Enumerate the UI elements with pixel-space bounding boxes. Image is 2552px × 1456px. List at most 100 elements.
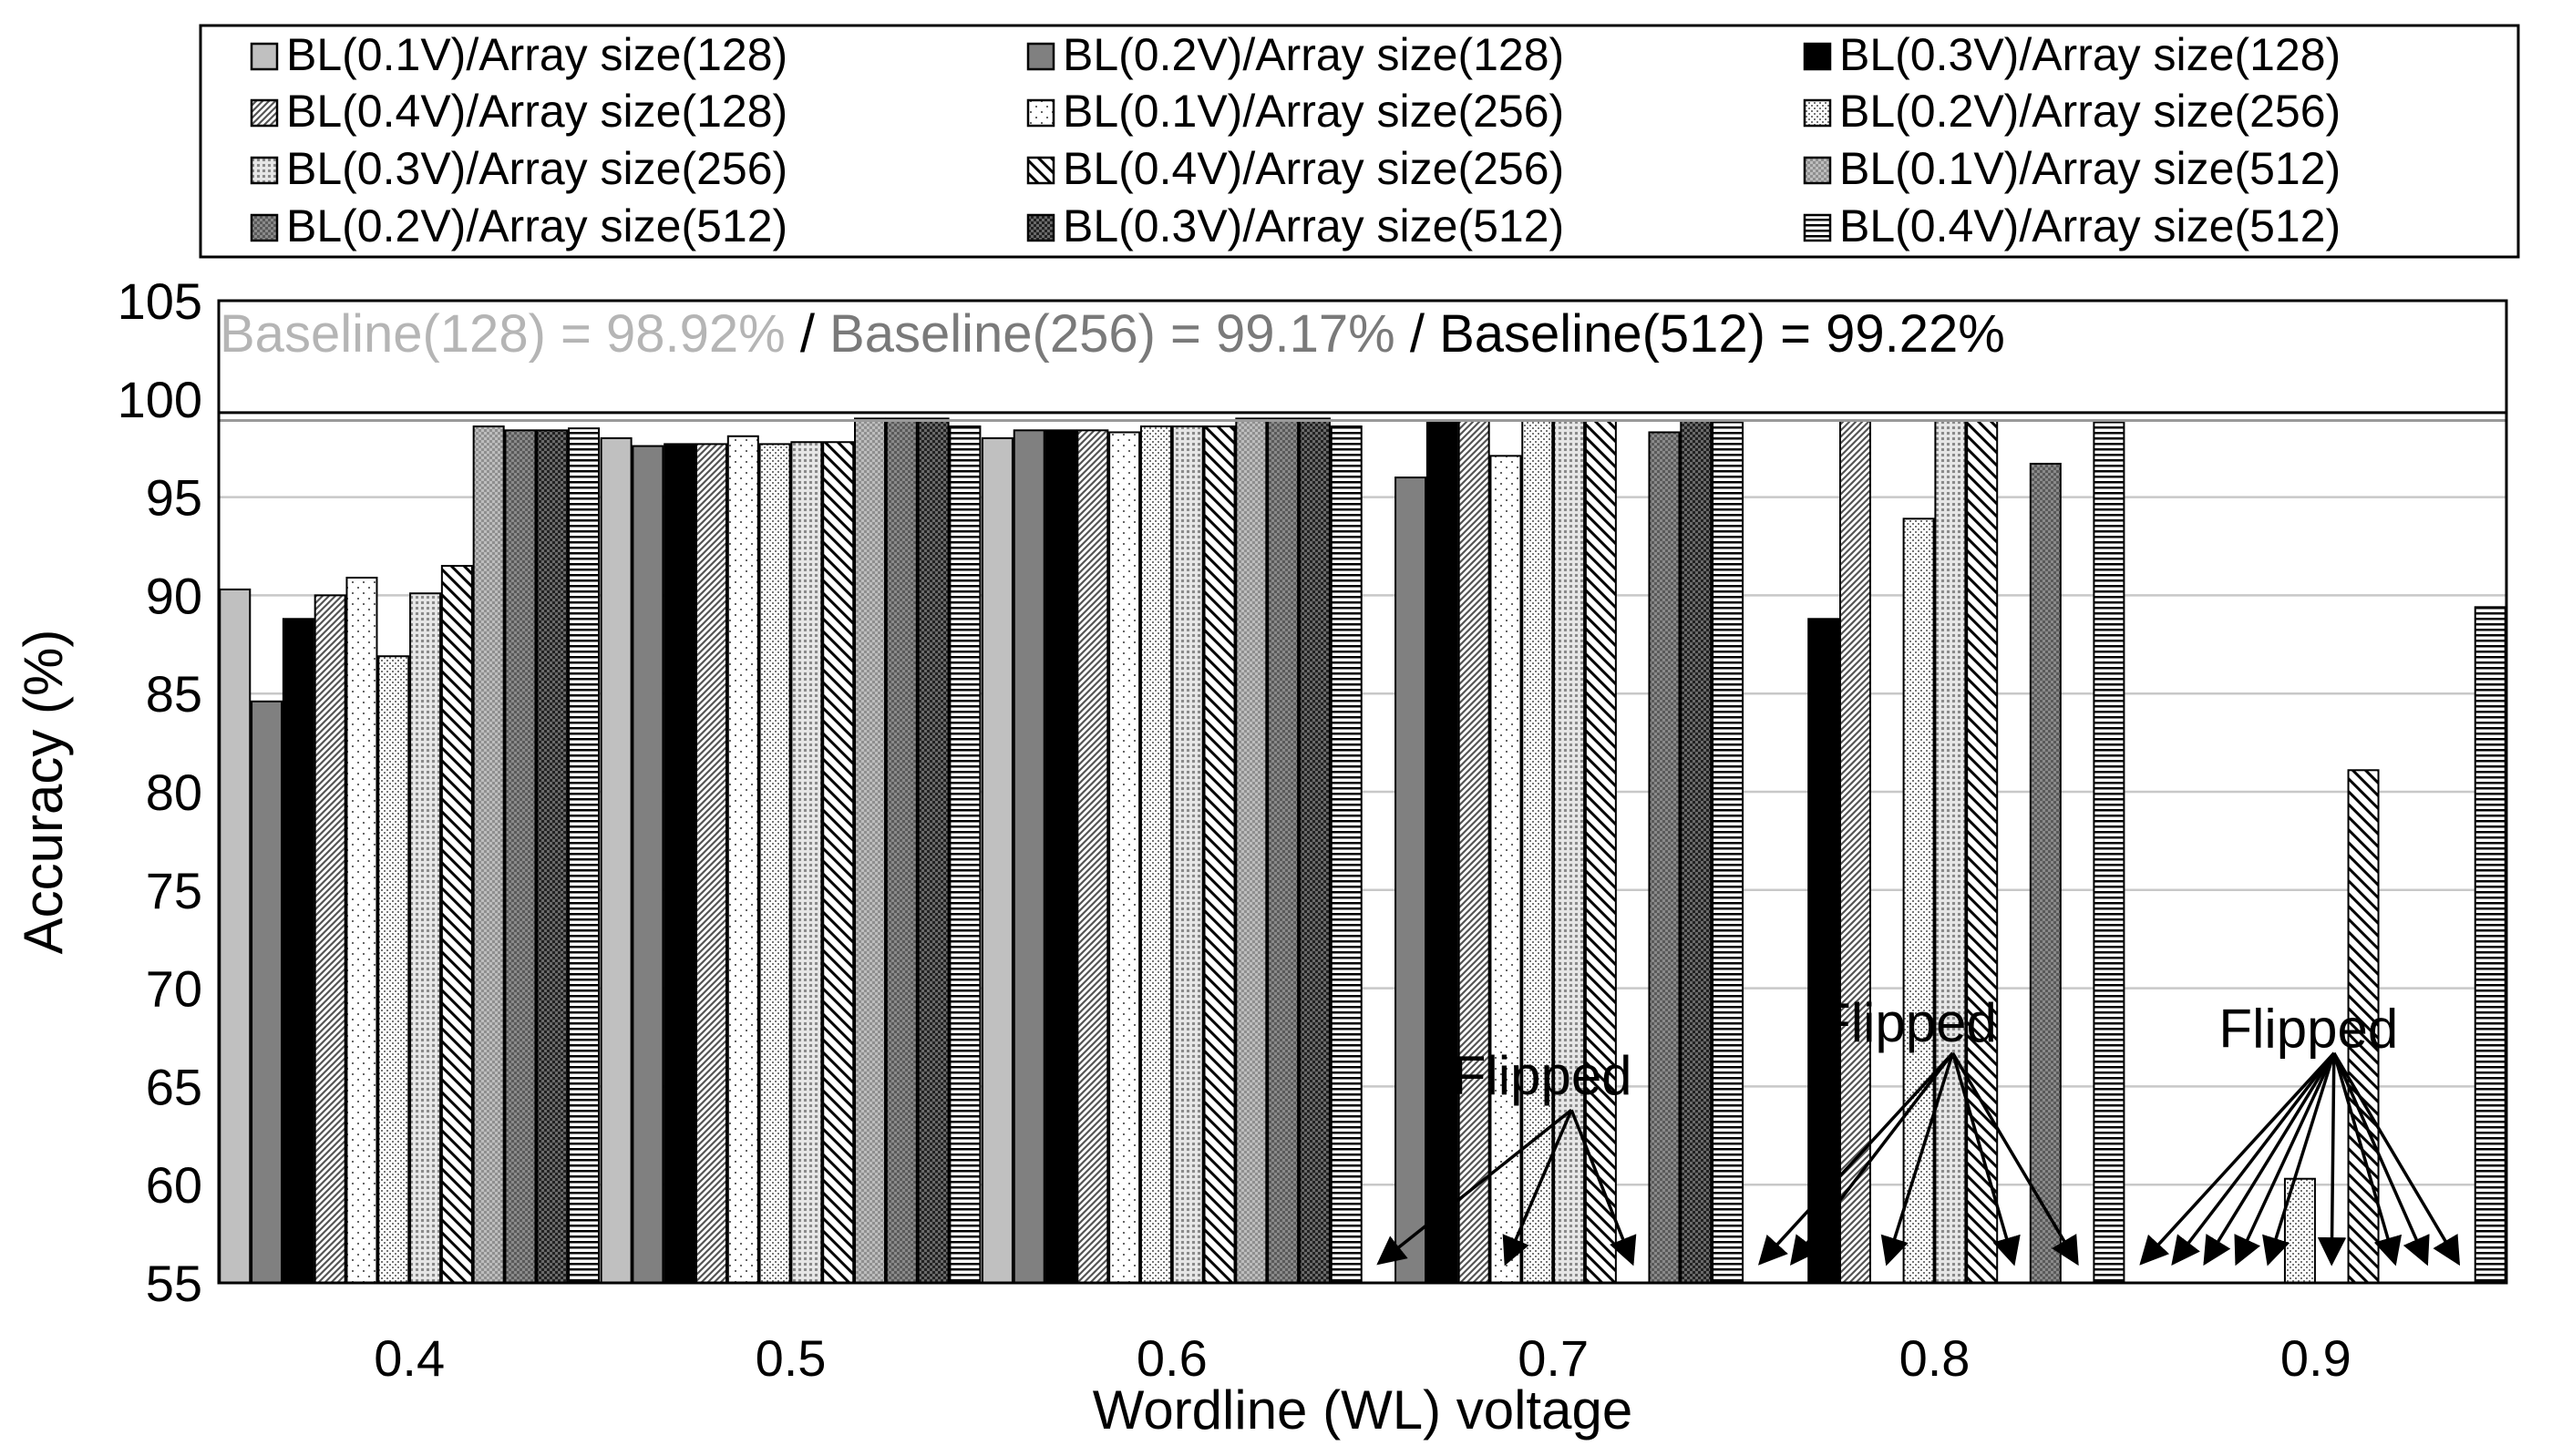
- legend-label: BL(0.4V)/Array size(512): [1839, 200, 2341, 251]
- baseline-box-fill: [220, 302, 2506, 413]
- legend-swatch: [250, 98, 279, 128]
- baseline-text-part: Baseline(256) = 99.17%: [829, 304, 1395, 364]
- y-tick-label: 80: [146, 764, 202, 821]
- legend-label: BL(0.3V)/Array size(256): [286, 143, 787, 194]
- y-tick-label: 100: [118, 371, 202, 428]
- bar: [917, 417, 950, 1284]
- baseline-text-part: / Baseline(512) = 99.22%: [1395, 304, 2005, 364]
- bar: [1171, 425, 1204, 1284]
- legend-label: BL(0.2V)/Array size(128): [1063, 29, 1564, 80]
- bar: [632, 445, 664, 1284]
- bar: [1076, 429, 1109, 1284]
- bar: [1489, 455, 1522, 1285]
- bar: [1521, 419, 1554, 1284]
- y-axis-title: Accuracy (%): [13, 630, 74, 955]
- bar: [1298, 417, 1331, 1284]
- bar: [1966, 419, 1999, 1284]
- bar: [664, 443, 696, 1284]
- bar: [472, 425, 505, 1284]
- bar: [568, 427, 601, 1284]
- legend-label: BL(0.4V)/Array size(256): [1063, 143, 1564, 194]
- bar: [1553, 419, 1586, 1284]
- bar: [1267, 417, 1300, 1284]
- flipped-arrow: [2139, 1051, 2336, 1266]
- legend-label: BL(0.3V)/Array size(512): [1063, 200, 1564, 251]
- flipped-arrow: [2234, 1052, 2336, 1266]
- flipped-arrow: [2203, 1051, 2336, 1266]
- bar: [1044, 429, 1077, 1284]
- legend-label: BL(0.1V)/Array size(256): [1063, 86, 1564, 137]
- legend-swatch: [250, 156, 279, 185]
- bar: [1807, 618, 1840, 1284]
- bar: [536, 429, 569, 1284]
- bar: [2347, 769, 2380, 1284]
- bar: [1839, 419, 1871, 1284]
- bar: [854, 417, 886, 1284]
- plot-frame: [217, 299, 2508, 1285]
- legend: BL(0.1V)/Array size(128) BL(0.2V)/Array s…: [199, 24, 2520, 259]
- x-tick-label: 0.4: [374, 1329, 445, 1387]
- axes: 55 60 65 70 75 80 85 90 95 100 105 0.4 0.5 0.6 0.7 0.8 0…: [13, 272, 2508, 1441]
- bar: [219, 588, 252, 1284]
- legend-swatch: [1026, 98, 1055, 128]
- bar: [1934, 419, 1967, 1284]
- legend-label: BL(0.4V)/Array size(128): [286, 86, 787, 137]
- bar: [1394, 477, 1427, 1284]
- flipped-arrow: [1569, 1109, 1637, 1266]
- flipped-label: Flipped: [1453, 1045, 1632, 1106]
- bar: [1680, 419, 1713, 1284]
- annotations: Flipped Flipped Flipped: [1376, 992, 2461, 1266]
- x-tick-label: 0.6: [1137, 1329, 1208, 1387]
- bar: [885, 417, 918, 1284]
- legend-swatch: [1803, 42, 1832, 71]
- baseline-text-part: /: [786, 304, 829, 364]
- legend-swatch: [1026, 156, 1055, 185]
- legend-swatch: [1026, 213, 1055, 242]
- bar: [1902, 518, 1935, 1284]
- legend-label: BL(0.1V)/Array size(512): [1839, 143, 2341, 194]
- bar: [1712, 419, 1744, 1284]
- bar: [1457, 419, 1490, 1284]
- baseline-text-part: Baseline(128) = 98.92%: [220, 304, 786, 364]
- flipped-arrow: [1950, 1052, 2021, 1266]
- bar: [282, 618, 314, 1284]
- flipped-arrow: [1502, 1109, 1573, 1266]
- baseline-box: Baseline(128) = 98.92% / Baseline(256) =…: [219, 302, 2506, 423]
- legend-label: BL(0.2V)/Array size(512): [286, 200, 787, 251]
- bar: [1013, 429, 1045, 1284]
- x-axis-title: Wordline (WL) voltage: [1093, 1379, 1632, 1441]
- y-tick-label: 75: [146, 862, 202, 919]
- bars: [219, 417, 2506, 1285]
- y-tick-label: 95: [146, 469, 202, 527]
- bar: [949, 425, 982, 1284]
- bar: [504, 429, 537, 1284]
- bar: [758, 443, 791, 1284]
- legend-label: BL(0.2V)/Array size(256): [1839, 86, 2341, 137]
- flipped-arrow: [2262, 1052, 2336, 1266]
- legend-label: BL(0.3V)/Array size(128): [1839, 29, 2341, 80]
- y-tick-label: 65: [146, 1058, 202, 1115]
- bar: [314, 594, 346, 1284]
- bar: [726, 435, 759, 1285]
- flipped-arrow: [2317, 1052, 2347, 1266]
- flipped-arrow: [1757, 1051, 1954, 1266]
- bar: [345, 576, 378, 1284]
- legend-swatch: [1026, 42, 1055, 71]
- bar: [790, 441, 823, 1284]
- flipped-arrow: [2332, 1052, 2430, 1266]
- y-tick-label: 105: [118, 272, 202, 330]
- bar: [1425, 419, 1458, 1284]
- y-tick-label: 55: [146, 1255, 202, 1312]
- bar: [2093, 419, 2125, 1284]
- bar: [981, 436, 1014, 1285]
- bar: [409, 592, 442, 1284]
- bar: [2029, 462, 2062, 1284]
- bar: [377, 655, 410, 1284]
- legend-swatch: [250, 213, 279, 242]
- bar: [822, 441, 855, 1284]
- bar: [2474, 606, 2506, 1284]
- x-tick-label: 0.8: [1899, 1329, 1971, 1387]
- bar: [1330, 425, 1363, 1284]
- bar: [1235, 417, 1268, 1284]
- bar: [1648, 431, 1681, 1284]
